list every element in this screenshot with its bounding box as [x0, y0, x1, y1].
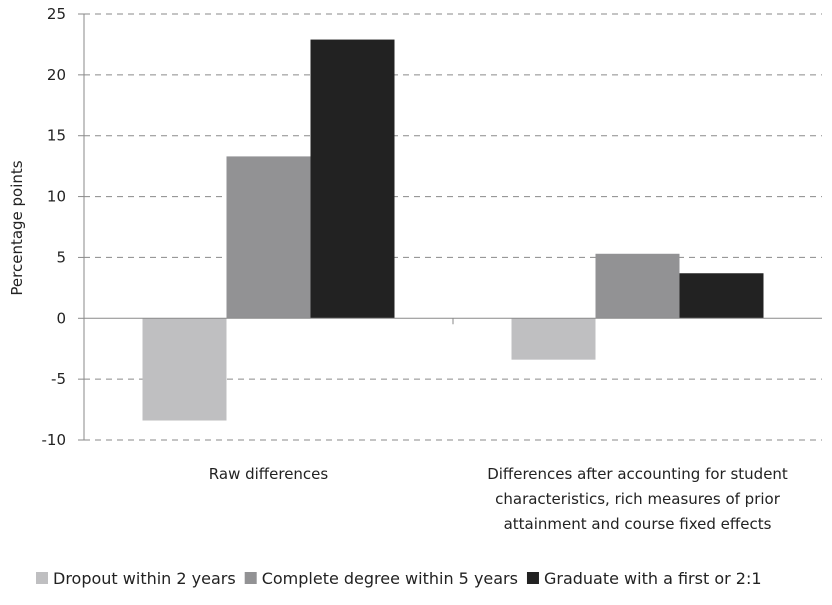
category-labels: Raw differences Differences after account… — [209, 465, 788, 533]
y-tick-label: -5 — [51, 370, 66, 388]
legend-label: Graduate with a first or 2:1 — [544, 569, 762, 588]
legend-swatch — [527, 572, 539, 584]
bar — [680, 273, 764, 318]
y-axis-title: Percentage points — [8, 160, 26, 295]
y-tick-label: -10 — [42, 431, 67, 449]
category-label: characteristics, rich measures of prior — [495, 490, 781, 508]
legend-swatch — [245, 572, 257, 584]
category-label: Differences after accounting for student — [487, 465, 788, 483]
legend-label: Complete degree within 5 years — [262, 569, 518, 588]
y-tick-label: 20 — [47, 66, 66, 84]
bar — [143, 318, 227, 420]
category-label: attainment and course fixed effects — [504, 515, 772, 533]
legend: Dropout within 2 years Complete degree wi… — [36, 569, 762, 588]
bar — [512, 318, 596, 359]
category-label: Raw differences — [209, 465, 329, 483]
y-tick-label: 10 — [47, 188, 66, 206]
y-axis: 25 20 15 10 5 0 -5 -10 — [42, 5, 85, 449]
y-tick-label: 15 — [47, 127, 66, 145]
y-tick-label: 5 — [56, 248, 66, 266]
y-tick-label: 0 — [56, 309, 66, 327]
y-tick-label: 25 — [47, 5, 66, 23]
legend-swatch — [36, 572, 48, 584]
bars — [143, 40, 764, 421]
bar — [311, 40, 395, 319]
bar — [596, 254, 680, 319]
bar — [227, 156, 311, 318]
legend-label: Dropout within 2 years — [53, 569, 236, 588]
